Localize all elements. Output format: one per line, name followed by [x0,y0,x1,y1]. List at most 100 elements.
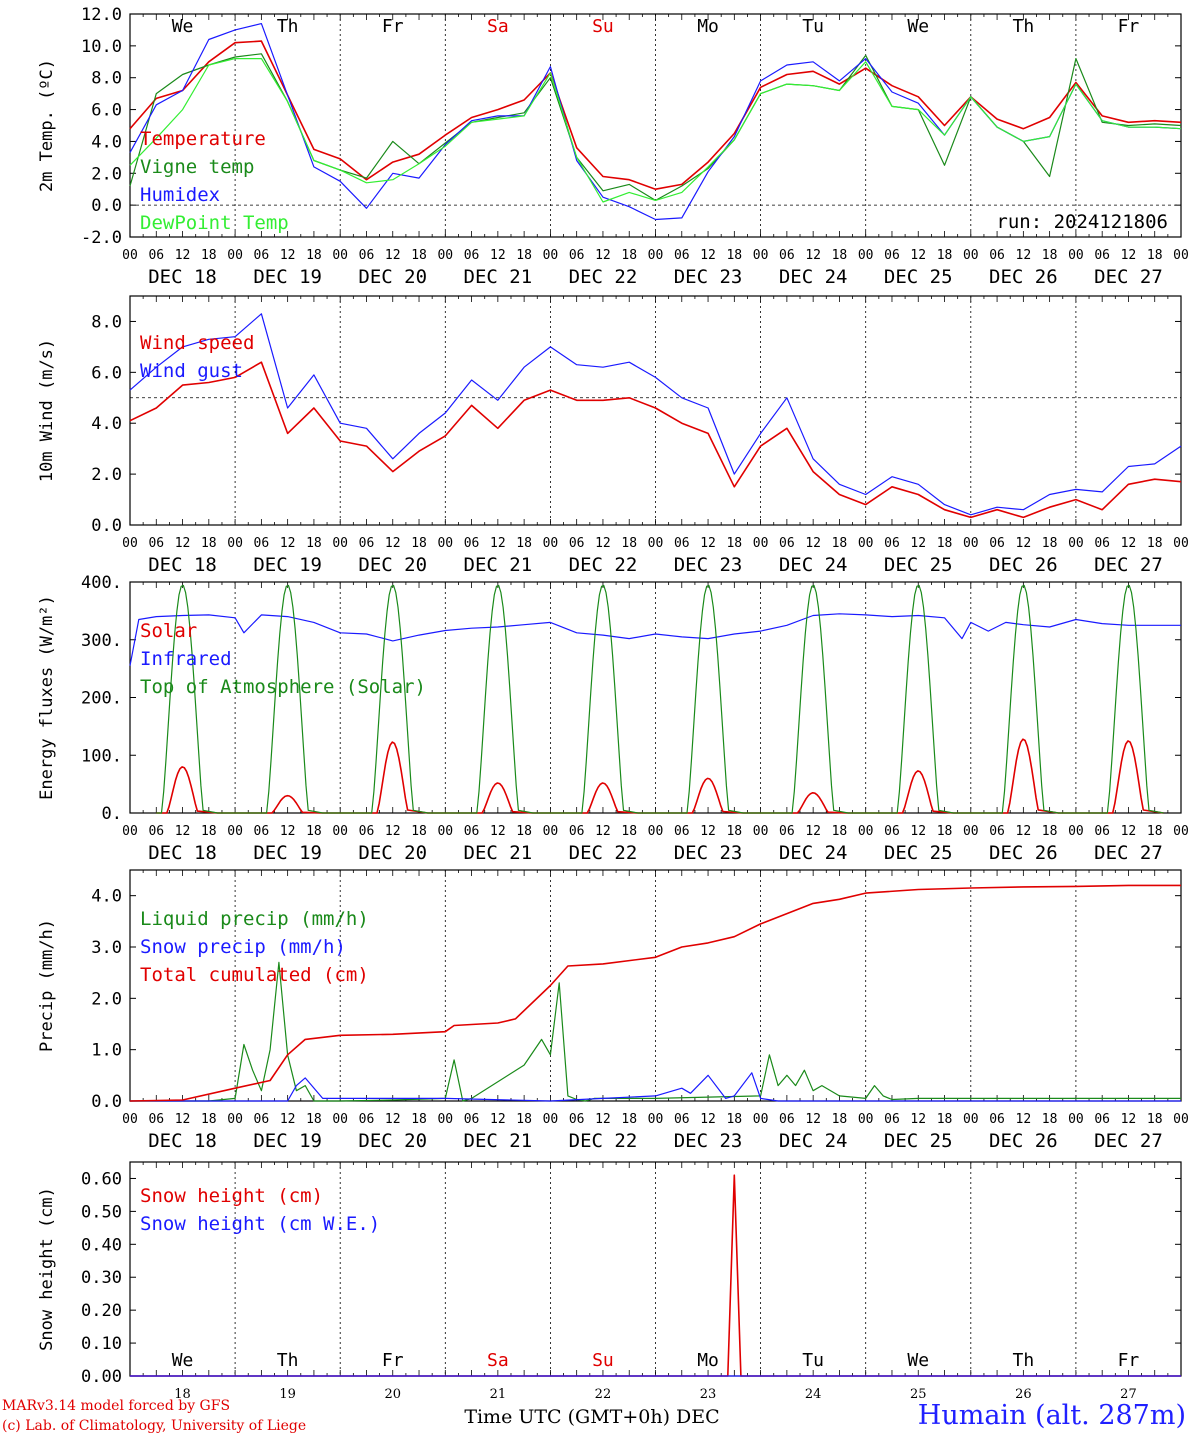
hour-tick-label: 12 [700,248,716,263]
day-label: DEC 22 [569,1130,638,1152]
day-label: DEC 26 [989,1130,1058,1152]
hour-tick-label: 18 [1042,824,1058,839]
y-tick-label: 0.50 [81,1202,122,1222]
weekday-label: Th [1013,1350,1035,1371]
day-number-label: 25 [910,1387,927,1402]
hour-tick-label: 06 [1094,248,1110,263]
hour-tick-label: 00 [1173,1112,1189,1127]
hour-tick-label: 12 [805,536,821,551]
day-label: DEC 20 [358,1130,427,1152]
y-tick-label: 400. [81,573,122,593]
hour-tick-label: 00 [858,248,874,263]
legend-entry: Snow precip (mm/h) [140,936,346,958]
hour-tick-label: 00 [648,1112,664,1127]
hour-tick-label: 12 [1016,248,1032,263]
hour-tick-label: 18 [1042,1112,1058,1127]
day-label: DEC 22 [569,266,638,288]
day-number-label: 20 [384,1387,401,1402]
y-axis-label: 10m Wind (m/s) [37,339,57,482]
legend-entry: Temperature [140,128,266,150]
day-label: DEC 18 [148,1130,217,1152]
y-tick-label: 4.0 [91,414,122,434]
hour-tick-label: 12 [385,1112,401,1127]
day-label: DEC 20 [358,266,427,288]
y-tick-label: 6.0 [91,363,122,383]
hour-tick-label: 18 [726,824,742,839]
hour-tick-label: 00 [543,248,559,263]
y-tick-label: 4.0 [91,132,122,152]
hour-tick-label: 12 [490,824,506,839]
hour-tick-label: 00 [122,248,138,263]
hour-tick-label: 18 [1147,824,1163,839]
hour-tick-label: 12 [910,1112,926,1127]
hour-tick-label: 18 [201,1112,217,1127]
weekday-label: Th [277,1350,299,1371]
hour-tick-label: 06 [674,248,690,263]
hour-tick-label: 12 [490,1112,506,1127]
hour-tick-label: 12 [595,824,611,839]
hour-tick-label: 12 [175,1112,191,1127]
day-label: DEC 23 [674,842,743,864]
hour-tick-label: 18 [832,248,848,263]
hour-tick-label: 12 [280,1112,296,1127]
hour-tick-label: 06 [674,536,690,551]
y-axis-label: Precip (mm/h) [37,919,57,1052]
hour-tick-label: 18 [516,536,532,551]
hour-tick-label: 06 [569,248,585,263]
series-line-liquid-precip-mm-h- [130,961,1181,1102]
day-label: DEC 18 [148,554,217,576]
day-label: DEC 19 [253,266,322,288]
hour-tick-label: 06 [148,824,164,839]
hour-tick-label: 06 [779,536,795,551]
y-tick-label: 0.60 [81,1169,122,1189]
hour-tick-label: 12 [910,248,926,263]
hour-tick-label: 00 [858,1112,874,1127]
day-label: DEC 26 [989,266,1058,288]
hour-tick-label: 00 [227,536,243,551]
hour-tick-label: 12 [490,248,506,263]
day-label: DEC 20 [358,842,427,864]
hour-tick-label: 06 [254,824,270,839]
y-tick-label: 6.0 [91,101,122,121]
y-tick-label: 10.0 [81,37,122,57]
lab-credit: (c) Lab. of Climatology, University of L… [2,1418,307,1434]
legend-entry: Vigne temp [140,156,254,178]
weekday-label: Su [592,16,614,37]
hour-tick-label: 12 [175,248,191,263]
day-number-label: 19 [279,1387,296,1402]
hour-tick-label: 06 [359,536,375,551]
hour-tick-label: 00 [1068,248,1084,263]
hour-tick-label: 12 [1016,536,1032,551]
hour-tick-label: 12 [805,824,821,839]
hour-tick-label: 00 [227,824,243,839]
day-label: DEC 24 [779,1130,848,1152]
hour-tick-label: 12 [805,248,821,263]
y-axis-label: Energy fluxes (W/m²) [37,595,57,800]
series-line-temperature [129,40,1182,190]
day-label: DEC 27 [1094,842,1163,864]
day-number-label: 27 [1120,1387,1137,1402]
hour-tick-label: 18 [411,248,427,263]
hour-tick-label: 18 [306,824,322,839]
legend-entry: Snow height (cm) [140,1185,323,1207]
hour-tick-label: 18 [516,824,532,839]
hour-tick-label: 00 [858,536,874,551]
weekday-label: We [907,1350,929,1371]
day-label: DEC 24 [779,842,848,864]
hour-tick-label: 06 [884,1112,900,1127]
hour-tick-label: 18 [726,1112,742,1127]
hour-tick-label: 06 [674,824,690,839]
hour-tick-label: 18 [411,1112,427,1127]
hour-tick-label: 00 [543,1112,559,1127]
hour-tick-label: 18 [621,248,637,263]
hour-tick-label: 00 [437,248,453,263]
hour-tick-label: 12 [700,824,716,839]
hour-tick-label: 00 [963,536,979,551]
hour-tick-label: 00 [753,248,769,263]
weekday-label: Mo [697,16,719,37]
hour-tick-label: 06 [569,536,585,551]
series-line-snow-precip-mm-h- [130,1072,1181,1102]
y-tick-label: 0. [102,804,122,824]
day-label: DEC 27 [1094,1130,1163,1152]
hour-tick-label: 12 [280,536,296,551]
